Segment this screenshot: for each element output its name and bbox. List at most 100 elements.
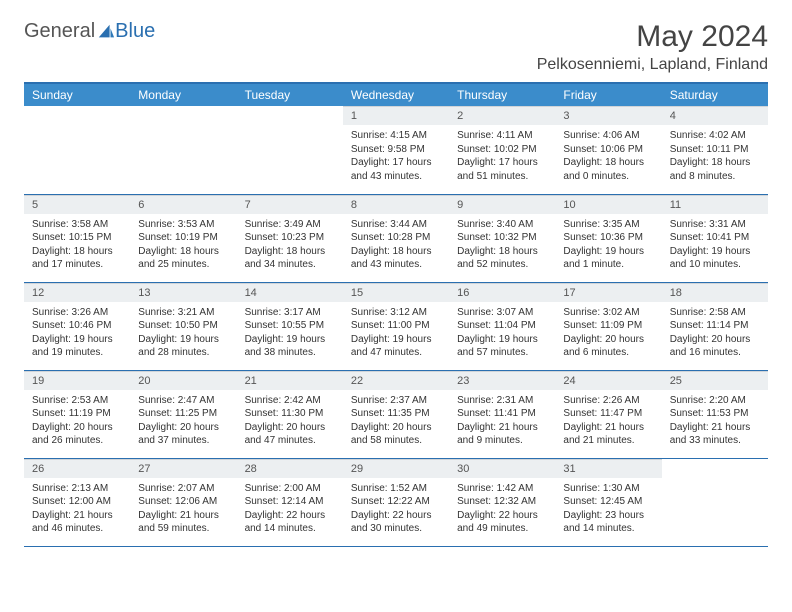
calendar-cell: 17Sunrise: 3:02 AMSunset: 11:09 PMDaylig… bbox=[555, 282, 661, 370]
logo-text: General bbox=[24, 20, 95, 43]
day-number: 21 bbox=[237, 371, 343, 390]
day-content: Sunrise: 3:17 AMSunset: 10:55 PMDaylight… bbox=[237, 302, 343, 366]
weekday-header: Friday bbox=[555, 84, 661, 106]
day-content: Sunrise: 2:26 AMSunset: 11:47 PMDaylight… bbox=[555, 390, 661, 454]
logo-word1: General bbox=[24, 20, 95, 42]
day-content: Sunrise: 2:07 AMSunset: 12:06 AMDaylight… bbox=[130, 478, 236, 542]
day-number: 9 bbox=[449, 195, 555, 214]
calendar-cell: 13Sunrise: 3:21 AMSunset: 10:50 PMDaylig… bbox=[130, 282, 236, 370]
day-content: Sunrise: 2:31 AMSunset: 11:41 PMDaylight… bbox=[449, 390, 555, 454]
day-number: 6 bbox=[130, 195, 236, 214]
day-number: 18 bbox=[662, 283, 768, 302]
day-number: 23 bbox=[449, 371, 555, 390]
day-number: 8 bbox=[343, 195, 449, 214]
day-number: 29 bbox=[343, 459, 449, 478]
day-content: Sunrise: 3:49 AMSunset: 10:23 PMDaylight… bbox=[237, 214, 343, 278]
calendar-cell: 30Sunrise: 1:42 AMSunset: 12:32 AMDaylig… bbox=[449, 458, 555, 546]
logo-sail-icon bbox=[97, 23, 115, 41]
day-number: 24 bbox=[555, 371, 661, 390]
calendar-cell: 29Sunrise: 1:52 AMSunset: 12:22 AMDaylig… bbox=[343, 458, 449, 546]
day-number: 14 bbox=[237, 283, 343, 302]
calendar-cell: 25Sunrise: 2:20 AMSunset: 11:53 PMDaylig… bbox=[662, 370, 768, 458]
calendar-cell: 9Sunrise: 3:40 AMSunset: 10:32 PMDayligh… bbox=[449, 194, 555, 282]
calendar-cell: 28Sunrise: 2:00 AMSunset: 12:14 AMDaylig… bbox=[237, 458, 343, 546]
calendar-cell: 1Sunrise: 4:15 AMSunset: 9:58 PMDaylight… bbox=[343, 106, 449, 194]
day-content: Sunrise: 4:02 AMSunset: 10:11 PMDaylight… bbox=[662, 125, 768, 189]
day-content: Sunrise: 2:20 AMSunset: 11:53 PMDaylight… bbox=[662, 390, 768, 454]
weekday-header: Sunday bbox=[24, 84, 130, 106]
weekday-header: Monday bbox=[130, 84, 236, 106]
calendar-cell: 19Sunrise: 2:53 AMSunset: 11:19 PMDaylig… bbox=[24, 370, 130, 458]
day-content: Sunrise: 2:47 AMSunset: 11:25 PMDaylight… bbox=[130, 390, 236, 454]
calendar-row: 12Sunrise: 3:26 AMSunset: 10:46 PMDaylig… bbox=[24, 282, 768, 370]
day-number: 2 bbox=[449, 106, 555, 125]
calendar-row: 1Sunrise: 4:15 AMSunset: 9:58 PMDaylight… bbox=[24, 106, 768, 194]
day-number: 12 bbox=[24, 283, 130, 302]
day-content: Sunrise: 3:31 AMSunset: 10:41 PMDaylight… bbox=[662, 214, 768, 278]
calendar-cell: 18Sunrise: 2:58 AMSunset: 11:14 PMDaylig… bbox=[662, 282, 768, 370]
day-content: Sunrise: 4:11 AMSunset: 10:02 PMDaylight… bbox=[449, 125, 555, 189]
day-content: Sunrise: 3:40 AMSunset: 10:32 PMDaylight… bbox=[449, 214, 555, 278]
weekday-header: Wednesday bbox=[343, 84, 449, 106]
day-number: 30 bbox=[449, 459, 555, 478]
day-content: Sunrise: 2:13 AMSunset: 12:00 AMDaylight… bbox=[24, 478, 130, 542]
day-number: 25 bbox=[662, 371, 768, 390]
calendar-table: Sunday Monday Tuesday Wednesday Thursday… bbox=[24, 84, 768, 547]
day-number: 16 bbox=[449, 283, 555, 302]
day-content: Sunrise: 3:21 AMSunset: 10:50 PMDaylight… bbox=[130, 302, 236, 366]
day-number: 31 bbox=[555, 459, 661, 478]
calendar-cell: 26Sunrise: 2:13 AMSunset: 12:00 AMDaylig… bbox=[24, 458, 130, 546]
calendar-cell: 27Sunrise: 2:07 AMSunset: 12:06 AMDaylig… bbox=[130, 458, 236, 546]
day-number: 20 bbox=[130, 371, 236, 390]
day-number: 5 bbox=[24, 195, 130, 214]
day-number: 17 bbox=[555, 283, 661, 302]
day-content: Sunrise: 3:35 AMSunset: 10:36 PMDaylight… bbox=[555, 214, 661, 278]
calendar-cell: 11Sunrise: 3:31 AMSunset: 10:41 PMDaylig… bbox=[662, 194, 768, 282]
day-number: 26 bbox=[24, 459, 130, 478]
calendar-cell bbox=[24, 106, 130, 194]
calendar-cell: 22Sunrise: 2:37 AMSunset: 11:35 PMDaylig… bbox=[343, 370, 449, 458]
calendar-cell bbox=[237, 106, 343, 194]
day-content: Sunrise: 3:02 AMSunset: 11:09 PMDaylight… bbox=[555, 302, 661, 366]
day-number: 1 bbox=[343, 106, 449, 125]
weekday-row: Sunday Monday Tuesday Wednesday Thursday… bbox=[24, 84, 768, 106]
logo: General Blue bbox=[24, 20, 155, 43]
day-content: Sunrise: 3:53 AMSunset: 10:19 PMDaylight… bbox=[130, 214, 236, 278]
day-number: 13 bbox=[130, 283, 236, 302]
location: Pelkosenniemi, Lapland, Finland bbox=[537, 56, 768, 74]
calendar-cell: 24Sunrise: 2:26 AMSunset: 11:47 PMDaylig… bbox=[555, 370, 661, 458]
day-content: Sunrise: 2:58 AMSunset: 11:14 PMDaylight… bbox=[662, 302, 768, 366]
calendar-cell: 20Sunrise: 2:47 AMSunset: 11:25 PMDaylig… bbox=[130, 370, 236, 458]
logo-word2: Blue bbox=[115, 20, 155, 43]
day-number: 11 bbox=[662, 195, 768, 214]
calendar-cell: 7Sunrise: 3:49 AMSunset: 10:23 PMDayligh… bbox=[237, 194, 343, 282]
weekday-header: Saturday bbox=[662, 84, 768, 106]
day-content: Sunrise: 2:37 AMSunset: 11:35 PMDaylight… bbox=[343, 390, 449, 454]
weekday-header: Tuesday bbox=[237, 84, 343, 106]
day-number: 28 bbox=[237, 459, 343, 478]
calendar-cell: 21Sunrise: 2:42 AMSunset: 11:30 PMDaylig… bbox=[237, 370, 343, 458]
calendar-row: 26Sunrise: 2:13 AMSunset: 12:00 AMDaylig… bbox=[24, 458, 768, 546]
calendar-cell: 3Sunrise: 4:06 AMSunset: 10:06 PMDayligh… bbox=[555, 106, 661, 194]
day-number: 4 bbox=[662, 106, 768, 125]
day-number: 3 bbox=[555, 106, 661, 125]
weekday-header: Thursday bbox=[449, 84, 555, 106]
calendar-cell: 23Sunrise: 2:31 AMSunset: 11:41 PMDaylig… bbox=[449, 370, 555, 458]
day-content: Sunrise: 3:58 AMSunset: 10:15 PMDaylight… bbox=[24, 214, 130, 278]
day-number: 10 bbox=[555, 195, 661, 214]
day-content: Sunrise: 4:15 AMSunset: 9:58 PMDaylight:… bbox=[343, 125, 449, 189]
calendar-cell: 31Sunrise: 1:30 AMSunset: 12:45 AMDaylig… bbox=[555, 458, 661, 546]
day-content: Sunrise: 1:42 AMSunset: 12:32 AMDaylight… bbox=[449, 478, 555, 542]
header: General Blue May 2024 Pelkosenniemi, Lap… bbox=[24, 20, 768, 74]
calendar-cell: 2Sunrise: 4:11 AMSunset: 10:02 PMDayligh… bbox=[449, 106, 555, 194]
calendar-cell: 15Sunrise: 3:12 AMSunset: 11:00 PMDaylig… bbox=[343, 282, 449, 370]
day-content: Sunrise: 3:07 AMSunset: 11:04 PMDaylight… bbox=[449, 302, 555, 366]
calendar-cell: 14Sunrise: 3:17 AMSunset: 10:55 PMDaylig… bbox=[237, 282, 343, 370]
calendar-cell: 10Sunrise: 3:35 AMSunset: 10:36 PMDaylig… bbox=[555, 194, 661, 282]
day-number: 22 bbox=[343, 371, 449, 390]
calendar-cell: 4Sunrise: 4:02 AMSunset: 10:11 PMDayligh… bbox=[662, 106, 768, 194]
calendar-cell: 5Sunrise: 3:58 AMSunset: 10:15 PMDayligh… bbox=[24, 194, 130, 282]
day-number: 15 bbox=[343, 283, 449, 302]
calendar-cell bbox=[662, 458, 768, 546]
day-content: Sunrise: 3:44 AMSunset: 10:28 PMDaylight… bbox=[343, 214, 449, 278]
